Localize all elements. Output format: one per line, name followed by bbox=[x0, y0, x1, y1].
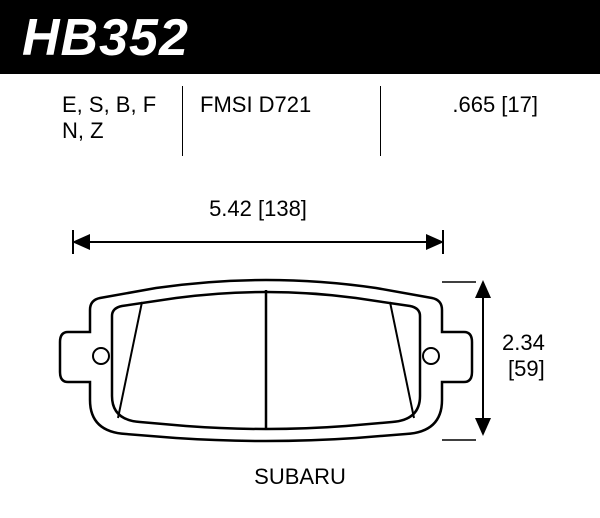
height-dimension-mm: [59] bbox=[508, 356, 545, 382]
part-number: HB352 bbox=[22, 8, 189, 68]
thickness-spec: .665 [17] bbox=[452, 92, 538, 118]
height-arrow-icon bbox=[468, 258, 498, 448]
brand-label: SUBARU bbox=[0, 464, 600, 490]
width-arrow-icon bbox=[72, 222, 444, 262]
compounds-line1: E, S, B, F bbox=[62, 92, 156, 118]
spec-divider-2 bbox=[380, 86, 381, 156]
compounds-line2: N, Z bbox=[62, 118, 104, 144]
height-dimension-inches: 2.34 bbox=[502, 330, 545, 356]
width-dimension-label: 5.42 [138] bbox=[72, 196, 444, 222]
spec-divider-1 bbox=[182, 86, 183, 156]
height-dimension: 2.34 [59] bbox=[490, 258, 560, 448]
fmsi-code: FMSI D721 bbox=[200, 92, 311, 118]
header-band: HB352 bbox=[0, 0, 600, 74]
brake-pad-icon bbox=[56, 272, 476, 452]
width-dimension: 5.42 [138] bbox=[72, 196, 444, 256]
